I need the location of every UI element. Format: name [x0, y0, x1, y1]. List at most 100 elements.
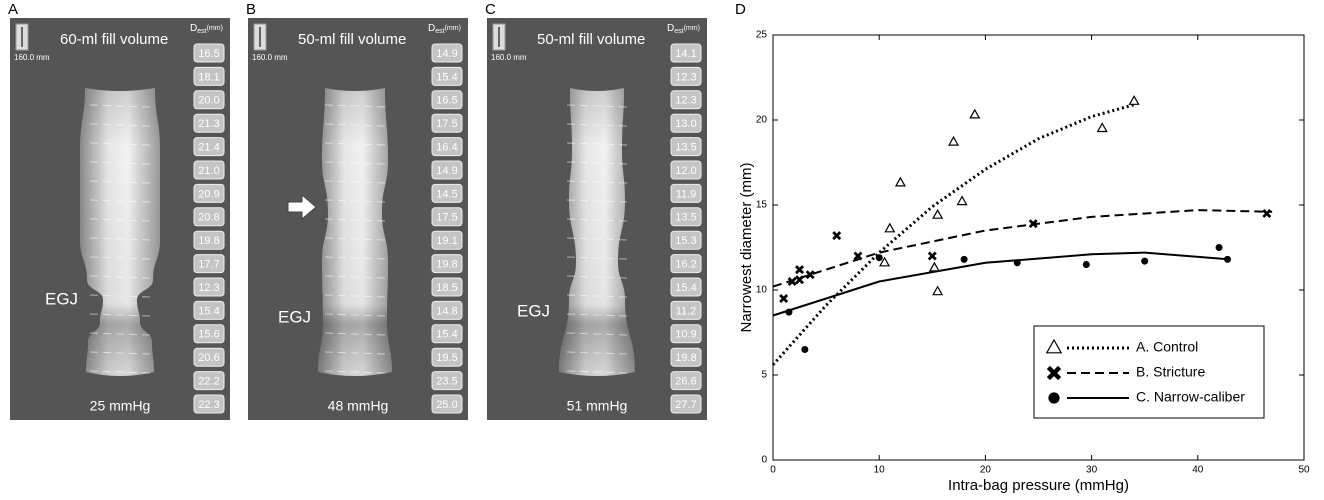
marker-triangle	[878, 256, 891, 267]
diameter-value: 11.9	[676, 188, 697, 200]
diameter-value: 15.4	[198, 305, 219, 317]
diameter-value: 22.3	[198, 399, 219, 411]
diameter-value: 13.0	[675, 118, 696, 130]
scale-label: 160.0 mm	[491, 53, 527, 62]
marker-x	[795, 265, 805, 275]
marker-triangle	[894, 176, 906, 187]
marker-x	[1262, 209, 1272, 218]
marker-x	[787, 277, 797, 286]
diameter-box	[670, 230, 702, 250]
contour-band	[89, 256, 151, 260]
diameter-value: 18.5	[436, 282, 457, 294]
pressure-label: 51 mmHg	[567, 398, 628, 414]
diameter-value: 14.8	[436, 305, 457, 317]
diameter-box	[193, 66, 225, 86]
marker-x	[832, 231, 842, 241]
diameter-box	[670, 371, 702, 391]
esophagus-shading	[559, 88, 635, 376]
diameter-box	[193, 207, 225, 227]
contour-band	[566, 237, 628, 241]
esophagus-shading	[318, 88, 392, 376]
marker-triangle	[932, 208, 944, 219]
marker-x	[1028, 219, 1038, 229]
contour-band	[566, 104, 628, 108]
contour-band	[324, 275, 386, 279]
diameter-box	[193, 137, 225, 157]
dest-header-part: est	[674, 28, 683, 35]
y-axis-label: Narrowest diameter (mm)	[738, 162, 755, 332]
diameter-value: 19.5	[436, 352, 457, 364]
pressure-label: 25 mmHg	[90, 398, 151, 414]
contour-band	[89, 123, 151, 127]
panel-title: 50-ml fill volume	[537, 31, 645, 48]
diameter-box	[431, 300, 463, 320]
diameter-box	[670, 113, 702, 133]
marker-circle	[1082, 261, 1090, 268]
dest-header-part: (mm)	[445, 25, 461, 32]
panel-title: 50-ml fill volume	[298, 31, 406, 48]
diameter-value: 19.8	[436, 259, 457, 271]
y-tick-label: 15	[756, 200, 768, 211]
panel-title: 60-ml fill volume	[60, 31, 168, 48]
marker-triangle	[956, 195, 968, 206]
contour-band	[89, 237, 151, 241]
x-axis-label: Intra-bag pressure (mmHg)	[948, 477, 1129, 494]
marker-x	[779, 294, 789, 303]
fit-line	[772, 251, 1230, 317]
diameter-box	[193, 160, 225, 180]
diameter-value: 14.9	[436, 48, 457, 60]
diameter-box	[670, 207, 702, 227]
diameter-value: 21.0	[198, 165, 219, 177]
marker-circle	[960, 255, 968, 263]
diameter-value: 16.5	[436, 95, 457, 107]
contour-band	[89, 104, 151, 108]
x-tick-label: 50	[1298, 465, 1310, 476]
contour-band	[566, 161, 628, 165]
diameter-box	[431, 230, 463, 250]
diameter-box	[670, 254, 702, 274]
diameter-value: 19.1	[436, 235, 457, 247]
contour-band	[324, 123, 386, 127]
diameter-box	[670, 160, 702, 180]
diameter-box	[193, 230, 225, 250]
contour-band	[566, 275, 628, 279]
diameter-box	[670, 277, 702, 297]
esophagus-shading	[80, 88, 160, 376]
diameter-value: 25.0	[436, 399, 457, 411]
dest-header-part: D	[428, 23, 435, 34]
egj-label: EGJ	[517, 301, 550, 320]
panel-letter: B	[246, 1, 256, 18]
marker-circle	[1215, 244, 1223, 251]
contour-band	[566, 256, 628, 260]
diameter-box	[431, 394, 463, 414]
y-tick-label: 0	[761, 455, 767, 466]
diameter-box	[670, 43, 702, 63]
panel-letter: A	[8, 1, 18, 18]
legend-label: B. Stricture	[1136, 364, 1205, 380]
dest-header: Dest(mm)	[190, 23, 223, 35]
diameter-value: 13.5	[675, 212, 696, 224]
diameter-box	[670, 347, 702, 367]
diameter-box	[670, 66, 702, 86]
y-tick-label: 25	[756, 30, 768, 41]
marker-triangle	[932, 285, 944, 296]
diameter-value: 12.3	[198, 282, 219, 294]
contour-band	[566, 313, 628, 317]
diameter-box	[431, 137, 463, 157]
panel-letter: C	[485, 1, 496, 18]
diameter-box	[431, 207, 463, 227]
marker-x	[927, 251, 937, 261]
plot-frame	[772, 34, 1305, 461]
diameter-value: 14.9	[436, 165, 457, 177]
diameter-value: 26.6	[675, 376, 696, 388]
contour-band	[89, 161, 151, 165]
dest-header-part: (mm)	[207, 25, 223, 32]
diameter-value: 14.5	[436, 188, 457, 200]
contour-band	[566, 180, 628, 184]
marker-circle	[1013, 259, 1021, 267]
pressure-label: 48 mmHg	[328, 398, 389, 414]
contour-band	[89, 294, 151, 298]
marker-x	[805, 270, 815, 280]
diameter-value: 15.6	[198, 329, 219, 341]
